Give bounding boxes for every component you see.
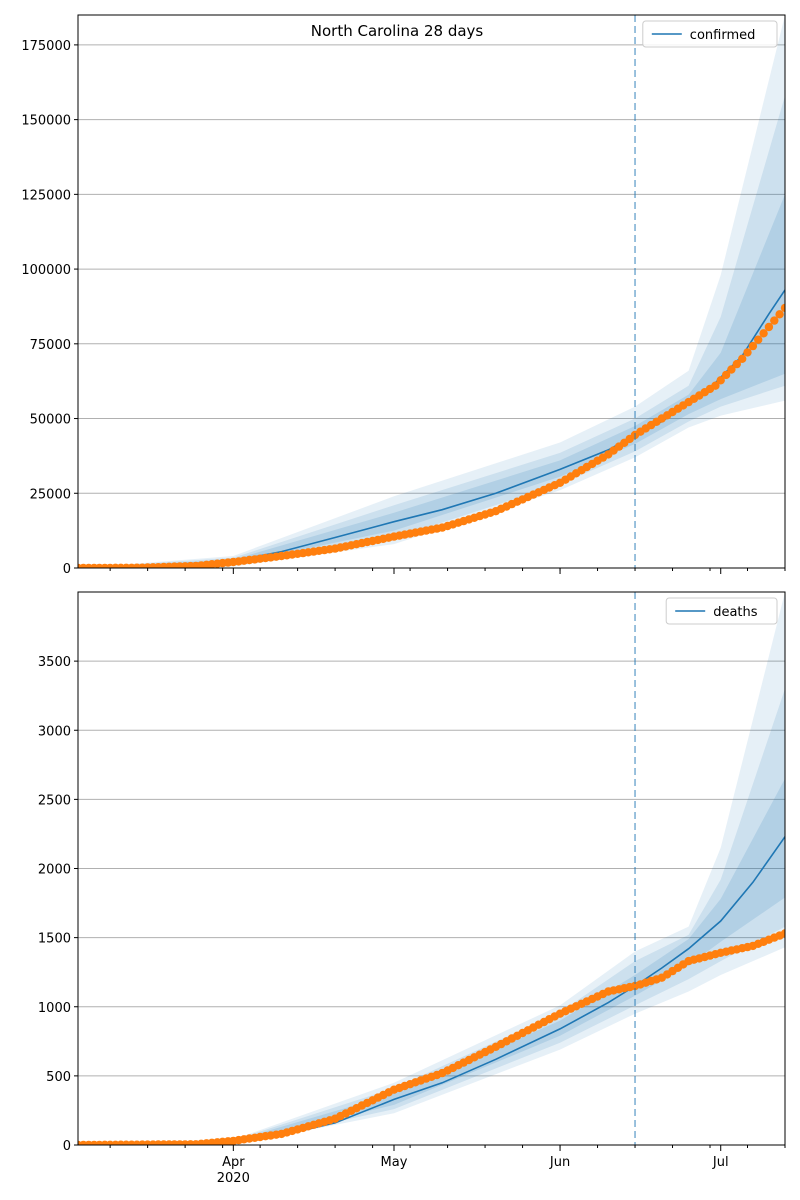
uncertainty-band-outer [78, 592, 785, 1145]
legend-label: confirmed [690, 28, 756, 43]
observed-point [754, 335, 763, 344]
observed-point [780, 303, 785, 313]
legend-box [642, 20, 778, 48]
uncertainty-band-outer [78, 15, 785, 568]
observed-point [732, 359, 741, 369]
y-tick-label: 3500 [38, 655, 71, 670]
confirmed-panel: 0 25000 50000 75000 100000 125000 150000 175000… [21, 14, 786, 577]
legend: confirmed [642, 20, 778, 48]
x-tick-label: May [381, 1155, 408, 1170]
x-tick-sublabel: 2020 [217, 1171, 250, 1186]
y-tick-label: 2000 [38, 863, 71, 878]
observed-point [780, 929, 785, 938]
observed-points [78, 929, 785, 1145]
observed-point [748, 341, 758, 351]
y-tick-label: 150000 [21, 114, 71, 129]
y-tick-label: 50000 [30, 413, 71, 428]
observed-point [738, 354, 747, 363]
observed-point [721, 370, 731, 380]
observed-point [770, 316, 779, 325]
axes-frame [77, 14, 786, 569]
legend-label: deaths [713, 605, 758, 620]
observed-point [775, 310, 784, 319]
y-tick-label: 100000 [21, 263, 71, 278]
observed-point [716, 376, 725, 385]
observed-points [78, 303, 785, 568]
figure-title: North Carolina 28 days [311, 22, 484, 40]
y-tick-label: 75000 [30, 338, 71, 353]
x-tick-label: Apr [222, 1155, 245, 1170]
y-tick-label: 175000 [21, 39, 71, 54]
observed-point [711, 381, 720, 390]
y-tick-label: 0 [63, 562, 71, 577]
observed-point [743, 348, 752, 357]
observed-point [759, 329, 768, 338]
x-tick-label: Jul [712, 1155, 729, 1170]
y-tick-label: 125000 [21, 188, 71, 203]
y-tick-label: 3000 [38, 724, 71, 739]
x-tick-label: Jun [549, 1155, 570, 1170]
y-tick-label: 1500 [38, 932, 71, 947]
y-tick-label: 2500 [38, 793, 71, 808]
legend-box [665, 597, 778, 625]
y-tick-label: 500 [46, 1070, 71, 1085]
observed-point [764, 322, 774, 332]
plot-area [78, 592, 785, 1145]
y-tick-label: 1000 [38, 1001, 71, 1016]
plot-area [78, 15, 785, 568]
legend: deaths [665, 597, 778, 625]
y-tick-label: 25000 [30, 487, 71, 502]
y-tick-label: 0 [63, 1139, 71, 1154]
observed-point [727, 365, 736, 374]
